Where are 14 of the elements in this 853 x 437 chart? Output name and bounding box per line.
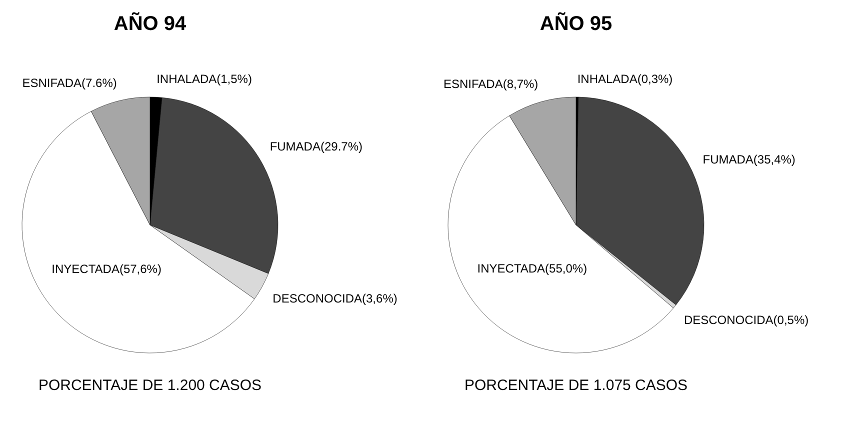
slice-label: DESCONOCIDA(3,6%)	[272, 291, 398, 306]
chart-title: AÑO 94	[114, 12, 187, 35]
slice-label: FUMADA(29.7%)	[270, 140, 363, 154]
slice-label: FUMADA(35,4%)	[702, 152, 796, 167]
slice-label: ESNIFADA(7.6%)	[22, 76, 117, 90]
slice-label: ESNIFADA(8,7%)	[443, 77, 538, 92]
slice-label: INYECTADA(55,0%)	[477, 261, 588, 276]
text: PORCENTAJE DE 1.075 CASOS	[464, 377, 688, 394]
chart-title: AÑO 95	[540, 12, 612, 35]
text: PORCENTAJE DE 1.200 CASOS	[38, 377, 262, 394]
slice-label: INHALADA(1,5%)	[156, 72, 252, 86]
slice-label: DESCONOCIDA(0,5%)	[684, 313, 809, 328]
slice-label: INHALADA(0,3%)	[577, 72, 673, 86]
slice-label: INYECTADA(57,6%)	[52, 262, 162, 276]
